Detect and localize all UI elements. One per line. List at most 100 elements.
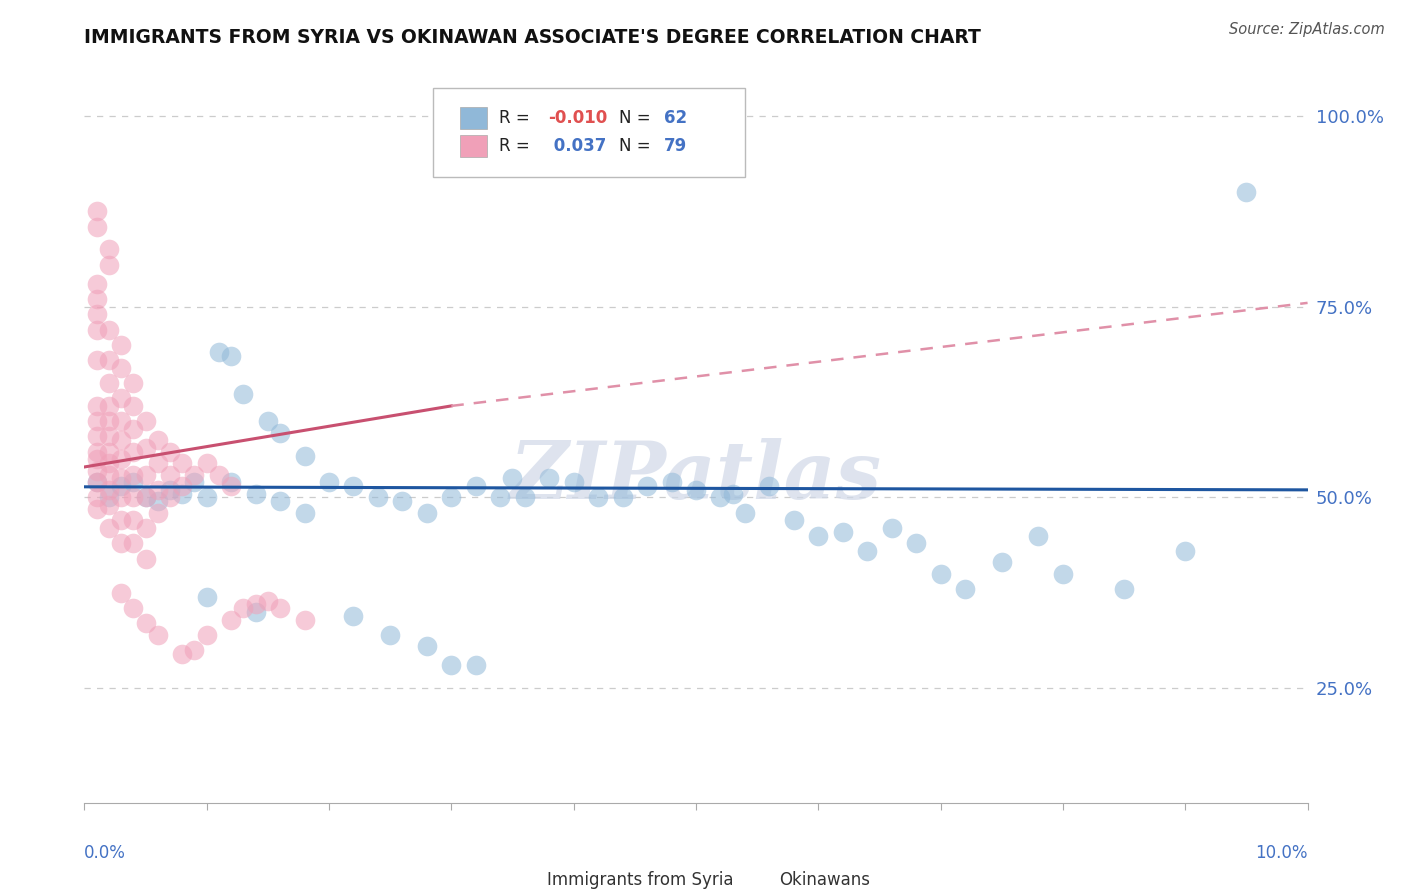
Point <box>146 483 169 497</box>
Point <box>159 491 181 505</box>
Point <box>97 243 120 257</box>
Point <box>440 491 463 505</box>
Point <box>416 640 439 654</box>
Point <box>110 536 132 550</box>
Point <box>135 491 157 505</box>
Point <box>391 494 413 508</box>
Text: IMMIGRANTS FROM SYRIA VS OKINAWAN ASSOCIATE'S DEGREE CORRELATION CHART: IMMIGRANTS FROM SYRIA VS OKINAWAN ASSOCI… <box>84 28 981 47</box>
Point <box>905 536 928 550</box>
Point <box>122 601 145 615</box>
Point <box>97 258 120 272</box>
Point <box>122 399 145 413</box>
Bar <box>460 135 486 157</box>
Point <box>97 429 120 443</box>
Point <box>86 307 108 321</box>
Text: -0.010: -0.010 <box>548 109 607 127</box>
Point <box>807 529 830 543</box>
Point <box>929 566 952 581</box>
Point <box>86 502 108 516</box>
Point <box>110 360 132 375</box>
Text: N =: N = <box>619 109 655 127</box>
Point <box>831 524 853 539</box>
Point <box>172 486 194 500</box>
Point <box>122 444 145 458</box>
Point <box>122 491 145 505</box>
Point <box>86 414 108 428</box>
Point <box>86 292 108 306</box>
Text: 62: 62 <box>664 109 688 127</box>
Point <box>183 475 205 490</box>
Point <box>172 647 194 661</box>
Point <box>97 521 120 535</box>
Point <box>97 376 120 390</box>
Bar <box>738 870 769 890</box>
Point <box>734 506 756 520</box>
Point <box>1174 544 1197 558</box>
Point <box>257 414 280 428</box>
Point <box>636 479 658 493</box>
Point <box>97 353 120 368</box>
Point <box>110 586 132 600</box>
Point <box>219 475 242 490</box>
Point <box>758 479 780 493</box>
Point <box>245 598 267 612</box>
Point <box>219 479 242 493</box>
Bar <box>506 870 537 890</box>
Text: R =: R = <box>499 109 536 127</box>
Point <box>86 429 108 443</box>
Point <box>86 444 108 458</box>
Point <box>269 494 291 508</box>
Text: 10.0%: 10.0% <box>1256 844 1308 862</box>
Point <box>122 376 145 390</box>
Point <box>318 475 340 490</box>
Point <box>183 467 205 482</box>
Point <box>294 449 316 463</box>
Point <box>122 536 145 550</box>
Point <box>110 414 132 428</box>
Point <box>97 491 120 505</box>
Point <box>538 471 561 485</box>
Text: 0.0%: 0.0% <box>84 844 127 862</box>
Point <box>146 628 169 642</box>
Point <box>562 475 585 490</box>
Point <box>1052 566 1074 581</box>
FancyBboxPatch shape <box>433 88 745 178</box>
Point <box>257 593 280 607</box>
Point <box>110 434 132 448</box>
Point <box>367 491 389 505</box>
Point <box>97 498 120 512</box>
Point <box>269 425 291 440</box>
Point <box>86 491 108 505</box>
Point <box>232 387 254 401</box>
Point <box>135 441 157 455</box>
Bar <box>460 107 486 129</box>
Point <box>172 479 194 493</box>
Point <box>146 456 169 470</box>
Point <box>86 353 108 368</box>
Point <box>159 467 181 482</box>
Text: 0.037: 0.037 <box>548 137 606 155</box>
Point <box>97 483 120 497</box>
Point <box>416 506 439 520</box>
Point <box>159 483 181 497</box>
Point <box>709 491 731 505</box>
Point <box>97 467 120 482</box>
Point <box>685 483 707 497</box>
Point <box>110 513 132 527</box>
Point <box>586 491 609 505</box>
Point <box>146 434 169 448</box>
Point <box>342 479 364 493</box>
Point <box>159 444 181 458</box>
Point <box>195 628 218 642</box>
Point <box>110 391 132 405</box>
Point <box>953 582 976 596</box>
Point <box>135 414 157 428</box>
Point <box>110 471 132 485</box>
Point <box>880 521 903 535</box>
Point <box>86 399 108 413</box>
Point <box>122 467 145 482</box>
Point <box>232 601 254 615</box>
Point <box>110 452 132 467</box>
Text: Okinawans: Okinawans <box>779 871 870 888</box>
Point <box>97 414 120 428</box>
